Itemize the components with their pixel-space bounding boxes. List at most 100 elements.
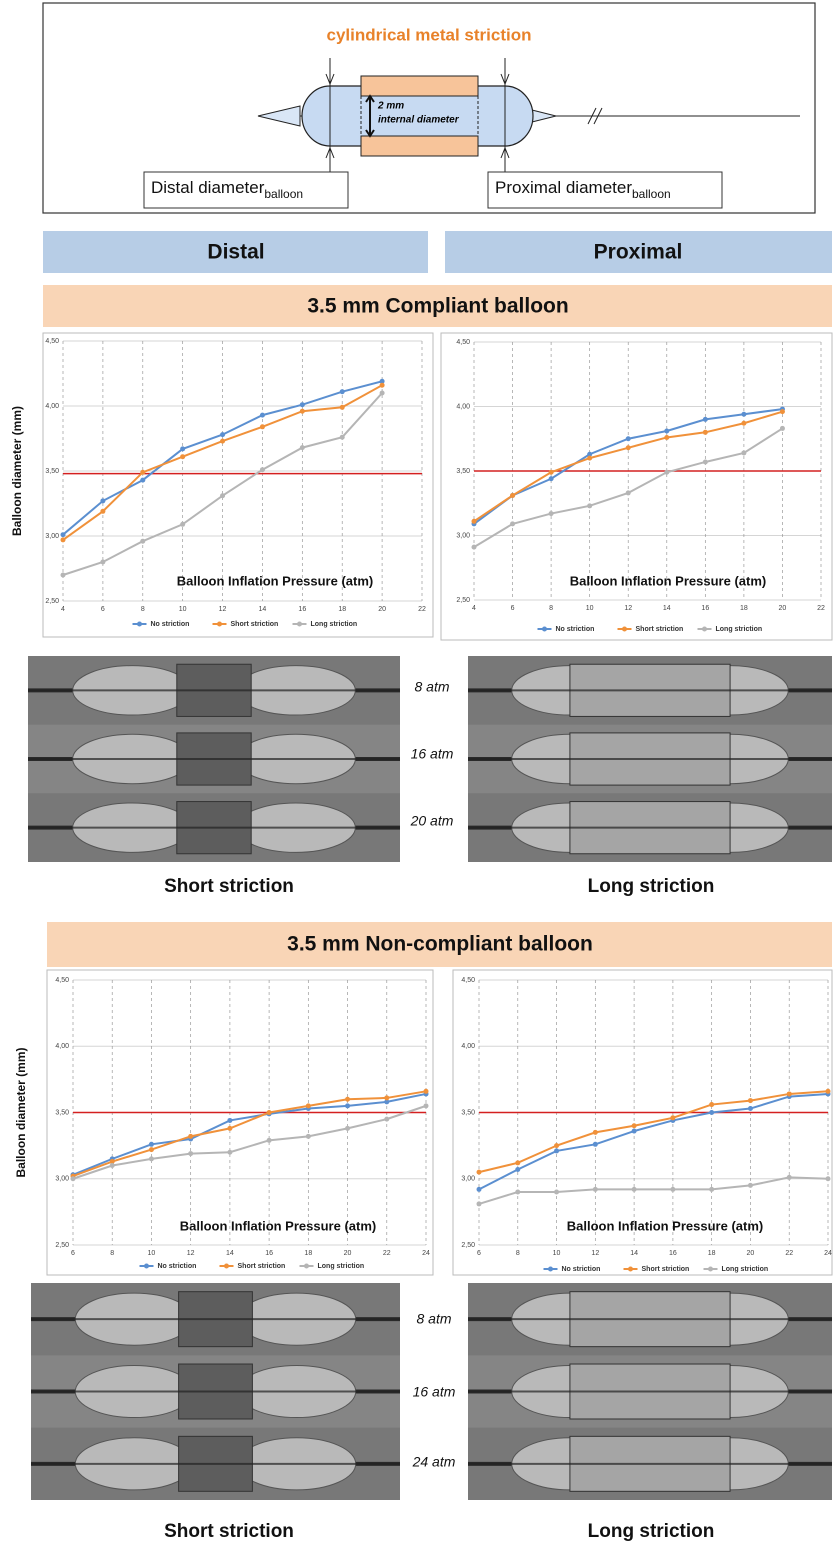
axis-annotation: Balloon Inflation Pressure (atm): [180, 1218, 376, 1233]
y-tick-label: 4,00: [461, 1043, 475, 1050]
y-axis-label: Balloon diameter (mm): [10, 406, 24, 536]
y-tick-label: 3,00: [55, 1176, 69, 1183]
balloon-diagram: [257, 58, 800, 172]
legend-swatch: [144, 1263, 149, 1269]
x-tick-label: 10: [148, 1250, 156, 1257]
data-point: [631, 1186, 637, 1192]
x-tick-label: 6: [71, 1250, 75, 1257]
x-tick-label: 10: [586, 605, 594, 612]
photo-label: 8 atm: [416, 1311, 451, 1327]
data-point: [670, 1186, 676, 1192]
data-point: [299, 402, 305, 408]
data-point: [266, 1110, 272, 1115]
data-point: [825, 1088, 831, 1094]
legend-swatch: [304, 1263, 309, 1269]
legend-swatch: [548, 1266, 553, 1272]
data-point: [305, 1133, 311, 1139]
data-point: [554, 1143, 560, 1149]
x-tick-label: 12: [591, 1250, 599, 1257]
y-axis-label: Balloon diameter (mm): [14, 1047, 28, 1177]
x-tick-label: 6: [511, 605, 515, 612]
data-point: [548, 476, 554, 482]
x-tick-label: 6: [101, 606, 105, 613]
data-point: [379, 378, 385, 384]
x-tick-label: 24: [824, 1250, 832, 1257]
legend-label: Long striction: [716, 626, 763, 633]
axis-annotation: Balloon Inflation Pressure (atm): [570, 573, 766, 588]
photo-label: 16 atm: [411, 746, 454, 762]
column-header: Proximal: [594, 241, 683, 264]
data-point: [70, 1176, 76, 1182]
data-point: [476, 1169, 482, 1175]
legend-swatch: [137, 621, 142, 627]
series-line: [72, 1092, 427, 1176]
data-point: [148, 1156, 154, 1162]
data-point: [471, 518, 477, 524]
data-point: [741, 420, 747, 426]
axis-annotation: Balloon Inflation Pressure (atm): [177, 573, 373, 588]
data-point: [476, 1201, 482, 1207]
y-tick-label: 4,00: [55, 1043, 69, 1050]
y-tick-label: 3,00: [456, 532, 470, 539]
distal-box: [143, 171, 349, 209]
data-point: [140, 538, 146, 544]
y-tick-label: 3,00: [45, 533, 59, 540]
data-point: [339, 389, 345, 395]
series-line: [478, 1092, 829, 1191]
data-point: [587, 451, 593, 457]
data-point: [554, 1189, 560, 1195]
y-tick-label: 4,50: [45, 338, 59, 345]
data-point: [109, 1159, 115, 1165]
legend-swatch: [297, 621, 302, 627]
data-point: [510, 493, 516, 499]
chart-frame: [440, 332, 833, 641]
x-tick-label: 18: [338, 606, 346, 613]
axis-annotation: Balloon Inflation Pressure (atm): [567, 1218, 763, 1233]
data-point: [515, 1189, 521, 1195]
data-point: [625, 490, 631, 496]
data-point: [702, 416, 708, 422]
proximal-sub: balloon: [632, 187, 671, 201]
data-point: [345, 1096, 351, 1102]
x-tick-label: 12: [219, 606, 227, 613]
data-point: [266, 1137, 272, 1143]
data-point: [779, 409, 785, 415]
data-point: [339, 434, 345, 440]
x-tick-label: 6: [477, 1250, 481, 1257]
legend-label: Short striction: [642, 1266, 690, 1273]
series-line: [72, 1104, 427, 1180]
x-tick-label: 18: [708, 1250, 716, 1257]
y-tick-label: 4,00: [45, 403, 59, 410]
legend-swatch: [217, 621, 222, 627]
data-point: [515, 1160, 521, 1166]
photo-label: 8 atm: [414, 679, 449, 695]
data-point: [423, 1103, 429, 1109]
proximal-box: [487, 171, 723, 209]
data-point: [510, 521, 516, 527]
x-tick-label: 4: [61, 606, 65, 613]
data-point: [548, 511, 554, 517]
data-point: [786, 1174, 792, 1180]
x-tick-label: 14: [663, 605, 671, 612]
x-tick-label: 22: [817, 605, 825, 612]
proximal-label: Proximal diameterballoon: [495, 178, 671, 201]
data-point: [587, 503, 593, 509]
data-point: [476, 1186, 482, 1192]
legend-label: Short striction: [231, 621, 279, 628]
chart-frame: [452, 969, 833, 1276]
x-tick-label: 20: [378, 606, 386, 613]
y-tick-label: 4,50: [55, 977, 69, 984]
data-point: [779, 425, 785, 431]
y-tick-label: 4,50: [461, 977, 475, 984]
data-point: [587, 455, 593, 461]
data-point: [345, 1125, 351, 1131]
data-point: [670, 1115, 676, 1121]
caption: Short striction: [164, 876, 294, 897]
legend-swatch: [708, 1266, 713, 1272]
data-point: [554, 1148, 560, 1154]
data-point: [188, 1151, 194, 1157]
data-point: [220, 493, 226, 499]
data-point: [100, 508, 106, 514]
x-tick-label: 18: [740, 605, 748, 612]
